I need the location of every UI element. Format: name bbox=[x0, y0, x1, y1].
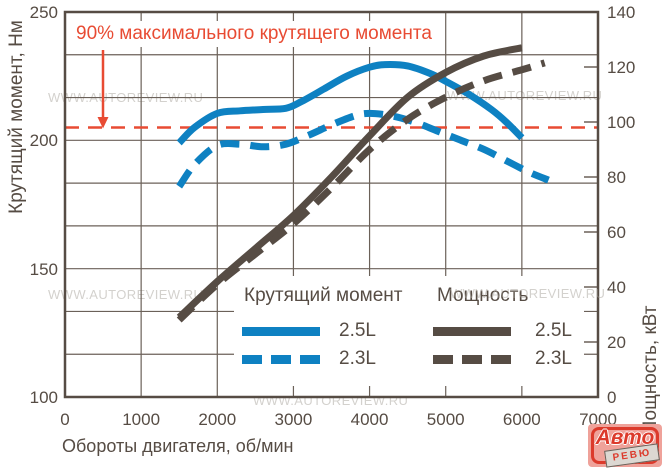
y-right-tick-label: 20 bbox=[607, 333, 626, 352]
y-left-tick-label: 200 bbox=[29, 131, 58, 151]
annotation-arrow-head bbox=[97, 117, 109, 129]
legend-label: 2.5L bbox=[535, 320, 572, 341]
y-axis-title-power: Мощность, кВт bbox=[640, 305, 661, 437]
watermark: WWW.AUTOREVIEW.RU bbox=[447, 88, 603, 103]
x-tick-label: 1000 bbox=[122, 410, 161, 429]
annotation-90pct-torque: 90% максимального крутящего момента bbox=[70, 21, 438, 47]
x-tick-label: 5000 bbox=[426, 410, 465, 429]
logo-text-top: Авто bbox=[595, 426, 655, 449]
watermark: WWW.AUTOREVIEW.RU bbox=[48, 287, 204, 302]
y-right-tick-label: 80 bbox=[607, 168, 626, 187]
legend: Крутящий момент Мощность 2.5L 2.3L 2.5L … bbox=[234, 276, 584, 386]
legend-swatch-power-dashed bbox=[433, 355, 511, 364]
legend-swatch-power-solid bbox=[433, 327, 511, 336]
autoreview-logo: Авто РЕВЮ bbox=[588, 424, 662, 468]
x-tick-label: 2000 bbox=[198, 410, 237, 429]
legend-label: 2.3L bbox=[535, 348, 572, 369]
y-left-tick-label: 250 bbox=[29, 3, 58, 22]
x-tick-label: 4000 bbox=[350, 410, 389, 429]
y-right-tick-label: 0 bbox=[607, 388, 617, 407]
y-right-tick-label: 40 bbox=[607, 278, 626, 297]
x-axis-title: Обороты двигателя, об/мин bbox=[62, 436, 294, 456]
plot-border bbox=[63, 10, 600, 399]
x-tick-label: 0 bbox=[60, 410, 70, 429]
legend-header-power: Мощность bbox=[437, 285, 529, 306]
y-left-tick-label: 100 bbox=[29, 388, 58, 407]
legend-label: 2.3L bbox=[339, 348, 376, 369]
curve-torque-solid bbox=[176, 61, 525, 146]
legend-swatch-torque-solid bbox=[242, 327, 320, 336]
y-axis-title-torque: Крутящий момент, Нм bbox=[6, 20, 27, 214]
legend-label: 2.5L bbox=[339, 320, 376, 341]
y-right-tick-label: 100 bbox=[607, 113, 636, 132]
y-right-tick-label: 120 bbox=[607, 58, 636, 77]
x-tick-label: 3000 bbox=[274, 410, 313, 429]
watermark: WWW.AUTOREVIEW.RU bbox=[450, 286, 606, 301]
curve-torque-dashed bbox=[176, 109, 550, 189]
curve-power-solid bbox=[176, 44, 523, 320]
legend-header-torque: Крутящий момент bbox=[244, 285, 403, 306]
y-left-tick-label: 150 bbox=[29, 259, 58, 279]
legend-swatch-torque-dashed bbox=[242, 355, 320, 364]
x-tick-label: 6000 bbox=[502, 410, 541, 429]
curve-power-dashed bbox=[176, 59, 546, 323]
y-right-tick-label: 140 bbox=[607, 3, 636, 22]
y-right-tick-label: 60 bbox=[607, 223, 626, 242]
